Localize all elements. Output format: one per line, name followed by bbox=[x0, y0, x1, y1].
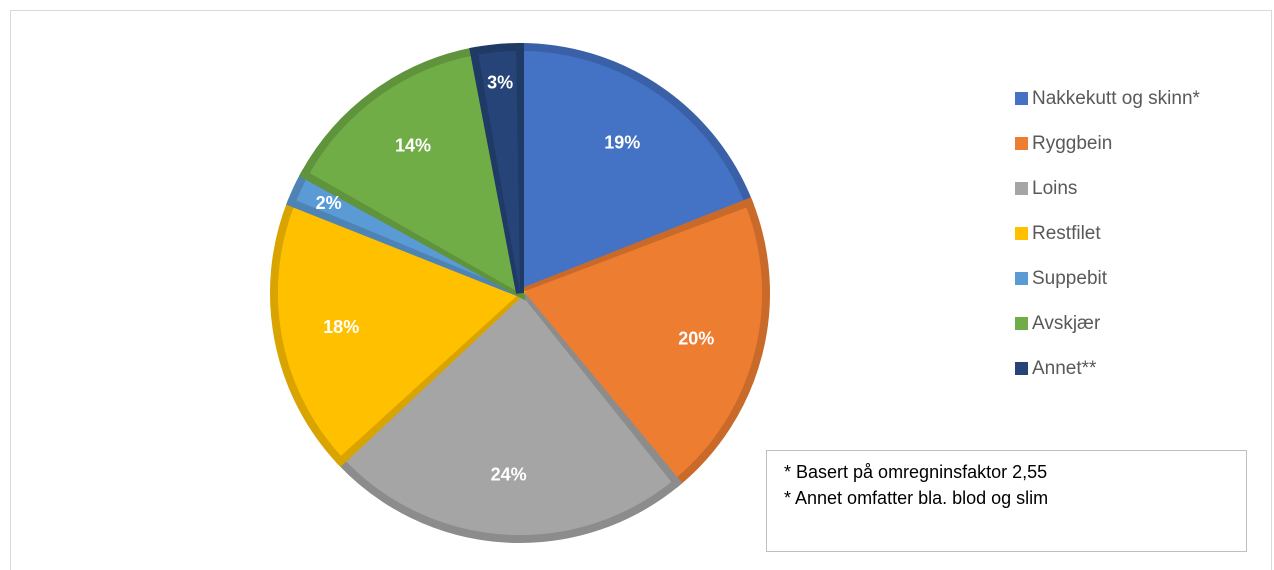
pie-slice-fill-loins bbox=[346, 293, 672, 535]
data-label-loins: 24% bbox=[491, 465, 527, 485]
chart-frame bbox=[10, 10, 1272, 570]
legend-item-nakkekutt-og-skinn: Nakkekutt og skinn* bbox=[1015, 76, 1200, 121]
legend-item-restfilet: Restfilet bbox=[1015, 211, 1200, 256]
legend-item-avskj-r: Avskjær bbox=[1015, 301, 1200, 346]
data-label-ryggbein: 20% bbox=[678, 328, 714, 348]
pie-slice-fill-avskj-r bbox=[309, 56, 520, 293]
legend-label: Avskjær bbox=[1032, 312, 1101, 334]
pie-slice-fill-nakkekutt-og-skinn bbox=[520, 51, 744, 293]
legend-item-suppebit: Suppebit bbox=[1015, 256, 1200, 301]
legend-item-ryggbein: Ryggbein bbox=[1015, 121, 1200, 166]
footnote-conversion-factor: * Basert på omregninsfaktor 2,55 bbox=[784, 462, 1048, 482]
data-label-restfilet: 18% bbox=[323, 317, 359, 337]
footnote-other-contents: * Annet omfatter bla. blod og slim bbox=[784, 488, 1049, 508]
chart-legend: Nakkekutt og skinn* Ryggbein Loins Restfile… bbox=[1015, 76, 1200, 391]
legend-swatch bbox=[1015, 227, 1028, 240]
legend-label: Loins bbox=[1032, 177, 1078, 199]
legend-swatch bbox=[1015, 92, 1028, 105]
legend-label: Annet** bbox=[1032, 357, 1097, 379]
data-label-suppebit: 2% bbox=[316, 193, 342, 213]
legend-swatch bbox=[1015, 317, 1028, 330]
legend-swatch bbox=[1015, 362, 1028, 375]
pie-slice-fill-annet bbox=[478, 51, 520, 293]
legend-label: Suppebit bbox=[1032, 267, 1108, 289]
legend-item-annet: Annet** bbox=[1015, 346, 1200, 391]
legend-swatch bbox=[1015, 272, 1028, 285]
legend-swatch bbox=[1015, 137, 1028, 150]
legend-label: Restfilet bbox=[1032, 222, 1101, 244]
legend-swatch bbox=[1015, 182, 1028, 195]
data-label-annet: 3% bbox=[487, 72, 513, 92]
data-label-avskj-r: 14% bbox=[395, 136, 431, 156]
legend-item-loins: Loins bbox=[1015, 166, 1200, 211]
pie-slice-fill-restfilet bbox=[277, 207, 520, 456]
data-label-nakkekutt-og-skinn: 19% bbox=[604, 132, 640, 152]
legend-label: Nakkekutt og skinn* bbox=[1032, 87, 1200, 109]
pie-slice-fill-ryggbein bbox=[520, 207, 763, 478]
footnote-box: * Basert på omregninsfaktor 2,55 * Annet… bbox=[766, 450, 1247, 552]
legend-label: Ryggbein bbox=[1032, 132, 1113, 154]
